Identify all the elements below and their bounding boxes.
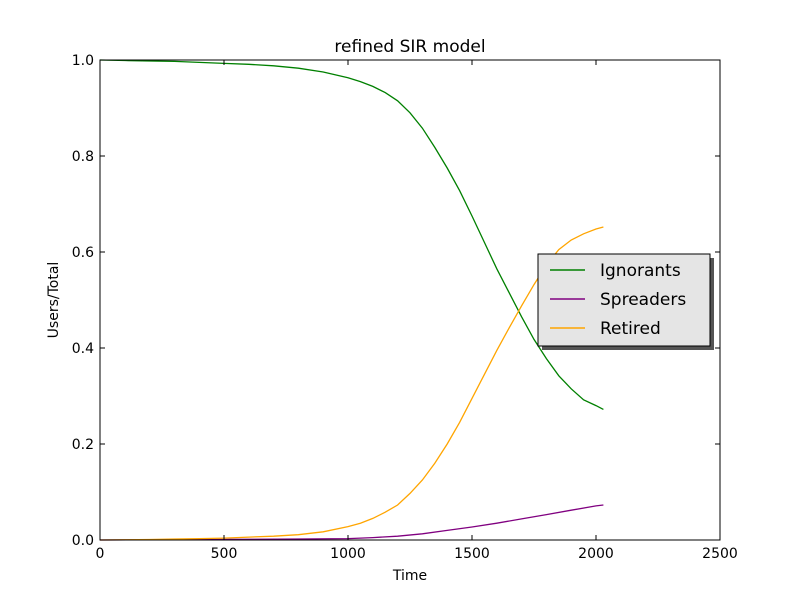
chart-title: refined SIR model [334, 37, 485, 57]
y-tick-label: 1.0 [72, 53, 94, 69]
x-axis-ticks: 0 500 1000 1500 2000 2500 [96, 60, 738, 562]
y-tick-label: 0.0 [72, 533, 94, 549]
y-tick-label: 0.8 [72, 149, 94, 165]
x-tick-label: 1500 [454, 546, 490, 562]
y-axis-label: Users/Total [46, 262, 62, 339]
x-tick-label: 1000 [330, 546, 366, 562]
legend-items: Ignorants Spreaders Retired [550, 261, 686, 339]
legend: Ignorants Spreaders Retired [537, 253, 714, 350]
x-tick-label: 0 [96, 546, 105, 562]
y-tick-label: 0.6 [72, 245, 94, 261]
legend-label-spreaders: Spreaders [600, 290, 686, 310]
legend-label-retired: Retired [600, 319, 661, 339]
x-tick-label: 500 [211, 546, 238, 562]
series-line-spreaders [99, 504, 604, 541]
plot-area-frame [99, 59, 721, 541]
legend-label-ignorants: Ignorants [600, 261, 681, 281]
series-line-ignorants [99, 59, 604, 410]
x-axis-label: Time [392, 568, 427, 584]
y-tick-label: 0.2 [72, 437, 94, 453]
y-axis-ticks: 0.0 0.2 0.4 0.6 0.8 1.0 [72, 53, 720, 549]
x-tick-label: 2000 [578, 546, 614, 562]
x-tick-label: 2500 [702, 546, 738, 562]
y-tick-label: 0.4 [72, 341, 94, 357]
